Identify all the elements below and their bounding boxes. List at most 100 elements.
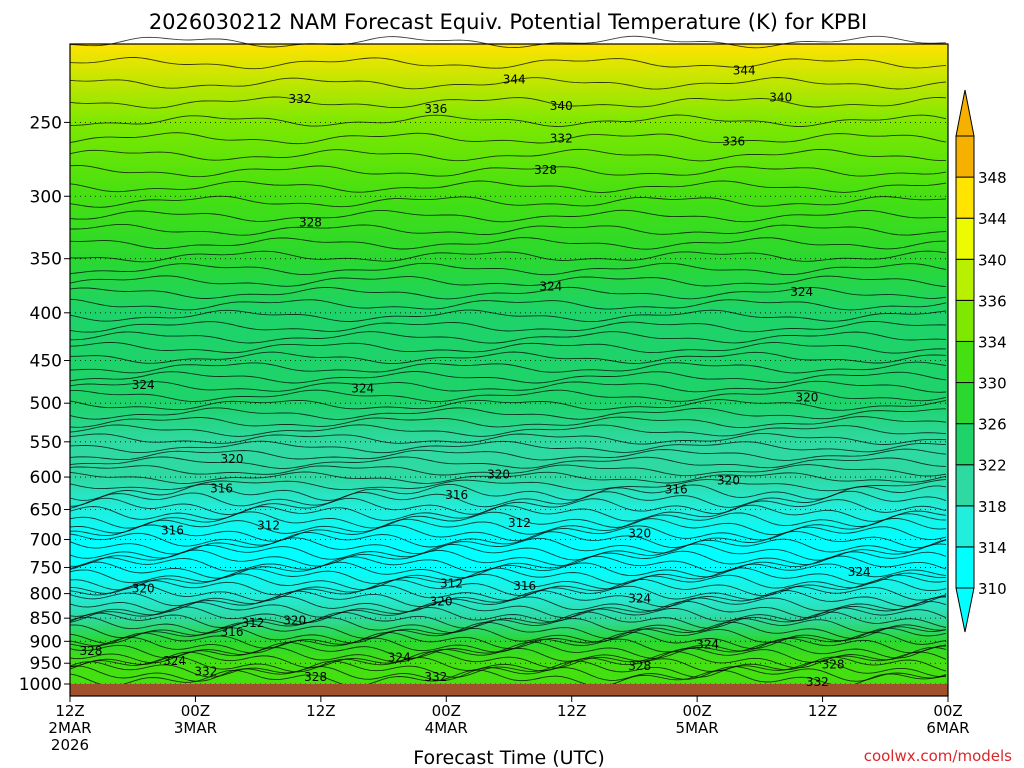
- svg-text:320: 320: [283, 614, 306, 628]
- contour-line: [69, 275, 947, 288]
- svg-text:312: 312: [257, 518, 280, 532]
- contour-line: [69, 424, 947, 437]
- svg-text:324: 324: [163, 654, 186, 668]
- contour-label: 324: [351, 381, 374, 395]
- colorbar-tick-label: 330: [978, 375, 1007, 393]
- contour-line: [69, 250, 947, 263]
- colorbar-tick-label: 322: [978, 457, 1007, 475]
- ground-layer: [70, 684, 948, 696]
- contour-line: [70, 389, 947, 403]
- contour-label: 344: [733, 64, 756, 78]
- contour-label: 312: [257, 518, 280, 532]
- x-tick-label: 12Z: [55, 702, 84, 720]
- contour-line: [69, 380, 947, 393]
- contour-line: [69, 524, 947, 542]
- contour-line: [69, 530, 947, 549]
- colorbar-swatch: [955, 546, 975, 589]
- contour-label: 320: [132, 582, 155, 596]
- y-tick-label: 350: [30, 250, 62, 270]
- svg-text:324: 324: [388, 651, 411, 665]
- colorbar-tick-label: 326: [978, 416, 1007, 434]
- contour-line: [69, 432, 947, 445]
- svg-text:324: 324: [351, 381, 374, 395]
- svg-text:312: 312: [508, 516, 531, 530]
- svg-text:332: 332: [194, 665, 217, 679]
- svg-text:328: 328: [822, 657, 845, 671]
- svg-text:316: 316: [210, 481, 233, 495]
- y-tick-label: 700: [30, 531, 62, 551]
- x-tick-label: 3MAR: [174, 719, 217, 737]
- y-tick-label: 950: [30, 654, 62, 674]
- svg-text:324: 324: [539, 280, 562, 294]
- contour-line: [69, 600, 947, 619]
- contour-line: [69, 549, 947, 567]
- contour-line: [69, 578, 947, 597]
- contour-line: [69, 371, 947, 384]
- contour-line: [69, 331, 947, 344]
- colorbar-tick-label: 340: [978, 251, 1007, 269]
- colorbar-tick-label: 310: [978, 580, 1007, 598]
- contour-label: 316: [445, 488, 468, 502]
- contour-line: [69, 416, 947, 429]
- y-tick-label: 500: [30, 394, 62, 414]
- contour-line: [69, 660, 947, 678]
- contour-label: 312: [508, 516, 531, 530]
- contour-label: 320: [717, 473, 740, 487]
- contour-line: [69, 590, 947, 608]
- colorbar-swatch: [955, 340, 975, 384]
- x-tick-label: 12Z: [306, 702, 335, 720]
- svg-text:316: 316: [221, 625, 244, 639]
- x-tick-label: 12Z: [557, 702, 586, 720]
- contour-line: [69, 57, 947, 70]
- credit-label: coolwx.com/models: [864, 747, 1012, 765]
- svg-text:328: 328: [299, 215, 322, 229]
- contour-label: 320: [487, 467, 510, 481]
- svg-text:344: 344: [503, 73, 526, 87]
- svg-text:324: 324: [790, 285, 813, 299]
- svg-text:320: 320: [221, 452, 244, 466]
- contour-label: 336: [722, 134, 745, 148]
- contour-line: [69, 561, 947, 579]
- contour-label: 316: [513, 579, 536, 593]
- svg-text:332: 332: [424, 670, 447, 684]
- contour-line: [69, 490, 947, 508]
- contour-line: [69, 511, 947, 529]
- contour-line: [69, 456, 947, 469]
- svg-text:336: 336: [424, 102, 447, 116]
- y-tick-label: 650: [30, 500, 62, 520]
- colorbar-tick-label: 344: [978, 210, 1007, 228]
- contour-line: [69, 646, 947, 664]
- contour-line: [69, 464, 947, 477]
- colorbar-swatch: [955, 382, 975, 425]
- svg-text:316: 316: [513, 579, 536, 593]
- contour-label: 324: [388, 651, 411, 665]
- x-tick-label: 2026: [51, 736, 89, 754]
- svg-text:320: 320: [430, 595, 453, 609]
- x-tick-label: 00Z: [933, 702, 962, 720]
- contour-line: [69, 77, 947, 90]
- contour-line: [69, 595, 946, 613]
- contour-line: [69, 298, 947, 311]
- svg-text:320: 320: [487, 467, 510, 481]
- svg-text:324: 324: [696, 637, 719, 651]
- svg-text:320: 320: [717, 473, 740, 487]
- contour-line: [69, 96, 947, 109]
- contour-label: 324: [628, 592, 651, 606]
- contour-label: 324: [132, 378, 155, 392]
- y-tick-label: 800: [30, 585, 62, 605]
- contour-line: [69, 627, 947, 644]
- svg-text:332: 332: [806, 675, 829, 689]
- svg-text:328: 328: [79, 644, 102, 658]
- contour-label: 320: [795, 390, 818, 404]
- contour-line: [69, 361, 947, 374]
- contour-line: [69, 656, 947, 673]
- svg-text:328: 328: [628, 659, 651, 673]
- colorbar-max-arrow: [955, 89, 975, 137]
- y-tick-label: 600: [30, 468, 62, 488]
- contour-line: [69, 35, 947, 49]
- y-tick-label: 750: [30, 558, 62, 578]
- contour-label: 312: [241, 616, 264, 630]
- contour-line: [69, 165, 947, 178]
- contour-line: [69, 483, 947, 501]
